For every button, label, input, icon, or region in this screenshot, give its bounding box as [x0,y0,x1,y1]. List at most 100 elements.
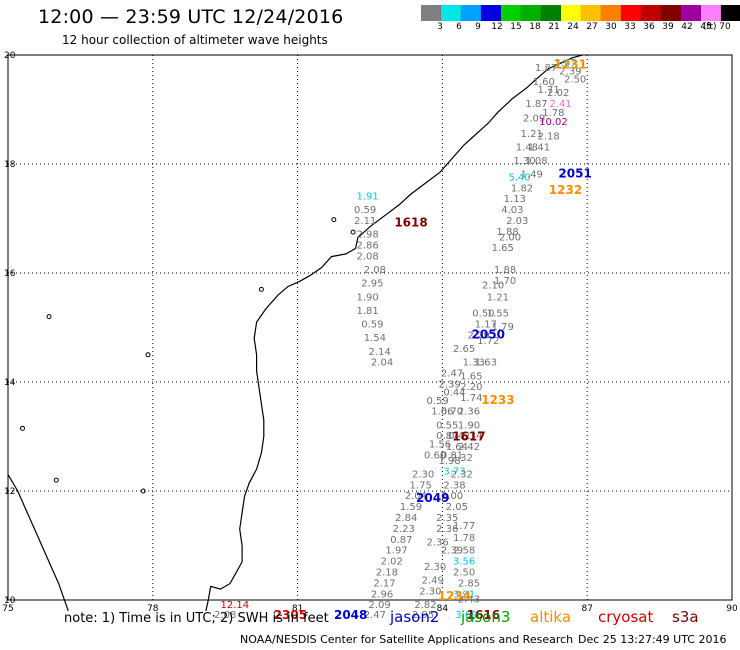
small-island [46,314,52,320]
wave-height-value: 0.59 [361,320,383,331]
x-tick-label: 78 [147,604,159,614]
x-tick-label: 87 [581,604,592,614]
wave-height-value: 2.98 [356,230,378,241]
pass-time-label: 1231 [554,58,587,72]
y-tick-label: 16 [4,269,16,279]
wave-height-value: 1.48 [516,142,538,153]
color-scale-ticks: 3 6 9 12 15 18 21 24 27 30 33 36 39 42 45 70 [421,22,740,34]
wave-height-value: 2.86 [356,240,378,251]
wave-height-value: 0.44 [443,388,465,399]
small-island [258,286,264,292]
wave-height-value: 1.65 [492,243,514,254]
wave-height-value: 1.71 [537,85,559,96]
generated-timestamp: Dec 25 13:27:49 UTC 2016 [578,633,727,646]
wave-height-value: 2.41 [550,99,572,110]
wave-height-value: 0.81 [441,450,463,461]
legend-swatch [501,5,521,21]
map-subtitle: 12 hour collection of altimeter wave hei… [62,33,328,47]
wave-height-value: 1.98 [439,456,461,467]
wave-height-value: 1.88 [496,227,518,238]
y-tick-label: 14 [4,378,16,388]
legend-swatch [641,5,661,21]
wave-height-value: 2.95 [412,610,434,621]
wave-height-value: 2.39 [439,379,461,390]
legend-swatch [721,5,740,21]
satellite-legend-cryosat: cryosat [598,608,654,626]
legend-swatch [521,5,541,21]
wave-height-value: 2.08 [214,610,236,621]
wave-height-value: 2.10 [482,280,504,291]
wave-height-value: 1.88 [494,265,516,276]
x-tick-label: 90 [726,604,738,614]
wave-height-value: 1.75 [410,480,432,491]
small-island [350,229,356,235]
wave-height-value: 2.32 [451,469,473,480]
wave-height-value: 1.63 [475,358,497,369]
wave-height-value: 2.36 [458,407,480,418]
legend-tick-label: 18 [529,22,541,32]
pass-time-label: 1618 [394,216,427,230]
wave-height-value: 1.74 [460,393,482,404]
wave-height-value: 1.60 [533,77,555,88]
wave-height-value: 1.59 [400,502,422,513]
wave-height-value: 2.65 [453,344,475,355]
wave-height-value: 2.50 [564,74,586,85]
wave-height-value: 2.39 [559,67,581,78]
wave-height-value: 1.78 [542,108,564,119]
small-island [145,352,151,358]
wave-height-value: 2.34 [460,431,482,442]
legend-swatch [681,5,701,21]
legend-swatch [481,5,501,21]
wave-height-value: 3.56 [453,557,475,568]
satellite-legend-s3a: s3a [672,608,699,626]
wave-height-value: 1.17 [475,320,497,331]
satellite-legend-jason2: jason2 [390,608,440,626]
legend-swatch [581,5,601,21]
wave-height-value: 2.08 [356,251,378,262]
wave-height-value: 2.30 [424,562,446,573]
wave-height-value: 1.08 [525,156,547,167]
legend-tick-label: 39 [662,22,674,32]
wave-height-value: 2.36 [436,524,458,535]
wave-height-value: 1.13 [504,194,526,205]
wave-height-value: 2.04 [405,491,427,502]
wave-height-value: 2.09 [523,113,545,124]
map-grid [7,54,733,601]
wave-height-value: 12.14 [221,600,250,611]
x-tick-label: 75 [2,604,13,614]
pass-time-label: 1233 [481,393,514,407]
wave-height-value: 1.87 [535,63,557,74]
legend-swatch [421,5,441,21]
wave-height-value: 1.77 [453,521,475,532]
wave-height-value: 0.60 [424,450,446,461]
wave-height-value: 1.90 [356,292,378,303]
pass-time-label: 1232 [549,183,582,197]
legend-tick-label: 6 [456,22,462,32]
pass-time-label: 2050 [472,327,505,341]
legend-tick-label: 45 [700,22,712,32]
legend-tick-label: 27 [586,22,598,32]
wave-height-value: 2.03 [506,216,528,227]
wave-height-value: 1.49 [521,170,543,181]
wave-height-value: 2.02 [547,88,569,99]
pass-time-label: 1617 [452,429,485,443]
wave-height-value: 2.23 [393,524,415,535]
wave-height-value: 1.56 [429,439,451,450]
legend-tick-label: 3 [437,22,443,32]
pass-time-label: 2049 [416,491,449,505]
wave-height-value: 2.08 [364,265,386,276]
wave-height-value: 2.43 [458,595,480,606]
wave-height-value: 2.38 [443,480,465,491]
india-east-coastline [205,54,583,612]
pass-time-label: 2051 [558,167,591,181]
india-west-coastline [7,474,69,612]
color-scale-legend [421,5,740,21]
legend-swatch [661,5,681,21]
wave-height-value: 2.14 [369,347,391,358]
wave-height-value: 2.35 [436,513,458,524]
coastline [7,54,583,612]
wave-height-value: 1.21 [521,129,543,140]
wave-height-value: 1.70 [494,276,516,287]
wave-height-value: 1.82 [511,183,533,194]
